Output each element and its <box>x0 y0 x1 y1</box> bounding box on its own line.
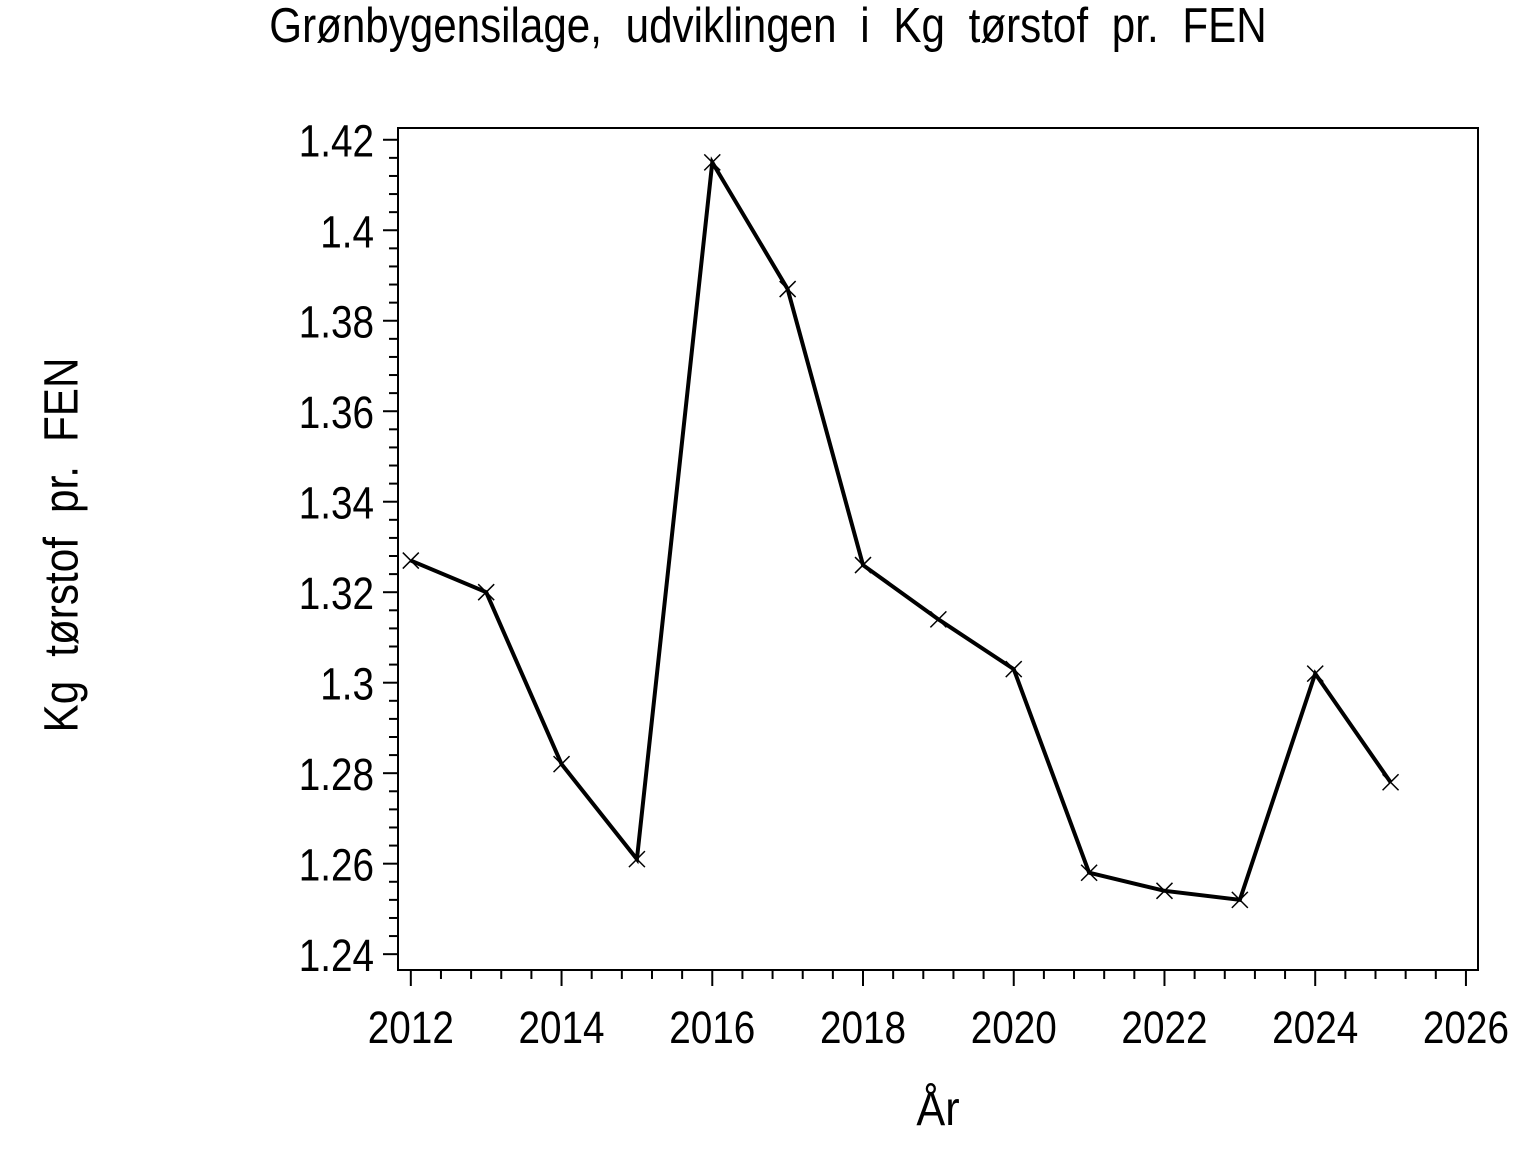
x-tick-label: 2018 <box>820 1002 906 1052</box>
y-tick-label: 1.26 <box>299 840 374 890</box>
x-tick-label: 2026 <box>1423 1002 1509 1052</box>
data-point-marker <box>1155 882 1174 900</box>
x-tick-label: 2012 <box>368 1002 454 1052</box>
data-point-marker <box>477 583 495 601</box>
data-point-marker <box>1306 665 1324 683</box>
data-point-marker <box>1080 864 1098 882</box>
data-point-marker <box>1382 773 1400 791</box>
y-tick-labels: 1.24 1.26 1.28 1.3 1.32 1.34 1.36 1.38 1.4 1.42 <box>299 116 374 981</box>
data-point-marker <box>628 850 646 868</box>
y-tick-label: 1.34 <box>299 478 374 528</box>
y-tick-label: 1.42 <box>299 116 374 166</box>
data-point-marker <box>402 552 420 570</box>
data-point-marker <box>779 280 797 298</box>
data-point-marker <box>854 556 872 574</box>
y-tick-label: 1.32 <box>299 568 374 618</box>
chart-title: Grønbygensilage, udviklingen i Kg tørsto… <box>269 0 1267 53</box>
data-point-marker <box>1005 660 1023 678</box>
data-point-marker <box>703 153 721 171</box>
data-point-marker <box>553 755 571 773</box>
y-tick-label: 1.38 <box>299 297 374 347</box>
x-tick-label: 2022 <box>1121 1002 1207 1052</box>
y-tick-label: 1.28 <box>299 749 374 799</box>
y-tick-label: 1.4 <box>320 207 374 257</box>
plot-frame <box>397 127 1479 971</box>
y-tick-label: 1.3 <box>320 659 374 709</box>
x-tick-label: 2020 <box>971 1002 1057 1052</box>
x-tick-label: 2016 <box>669 1002 755 1052</box>
x-tick-labels: 2012 2014 2016 2018 2020 2022 2024 2026 <box>368 1002 1509 1052</box>
y-tick-label: 1.36 <box>299 387 374 437</box>
x-axis-title: År <box>916 1083 960 1136</box>
data-point-marker <box>929 610 947 628</box>
y-tick-label: 1.24 <box>299 930 374 980</box>
x-tick-label: 2024 <box>1272 1002 1358 1052</box>
x-tick-label: 2014 <box>519 1002 605 1052</box>
data-point-marker <box>1231 891 1249 909</box>
data-line <box>410 156 1393 903</box>
